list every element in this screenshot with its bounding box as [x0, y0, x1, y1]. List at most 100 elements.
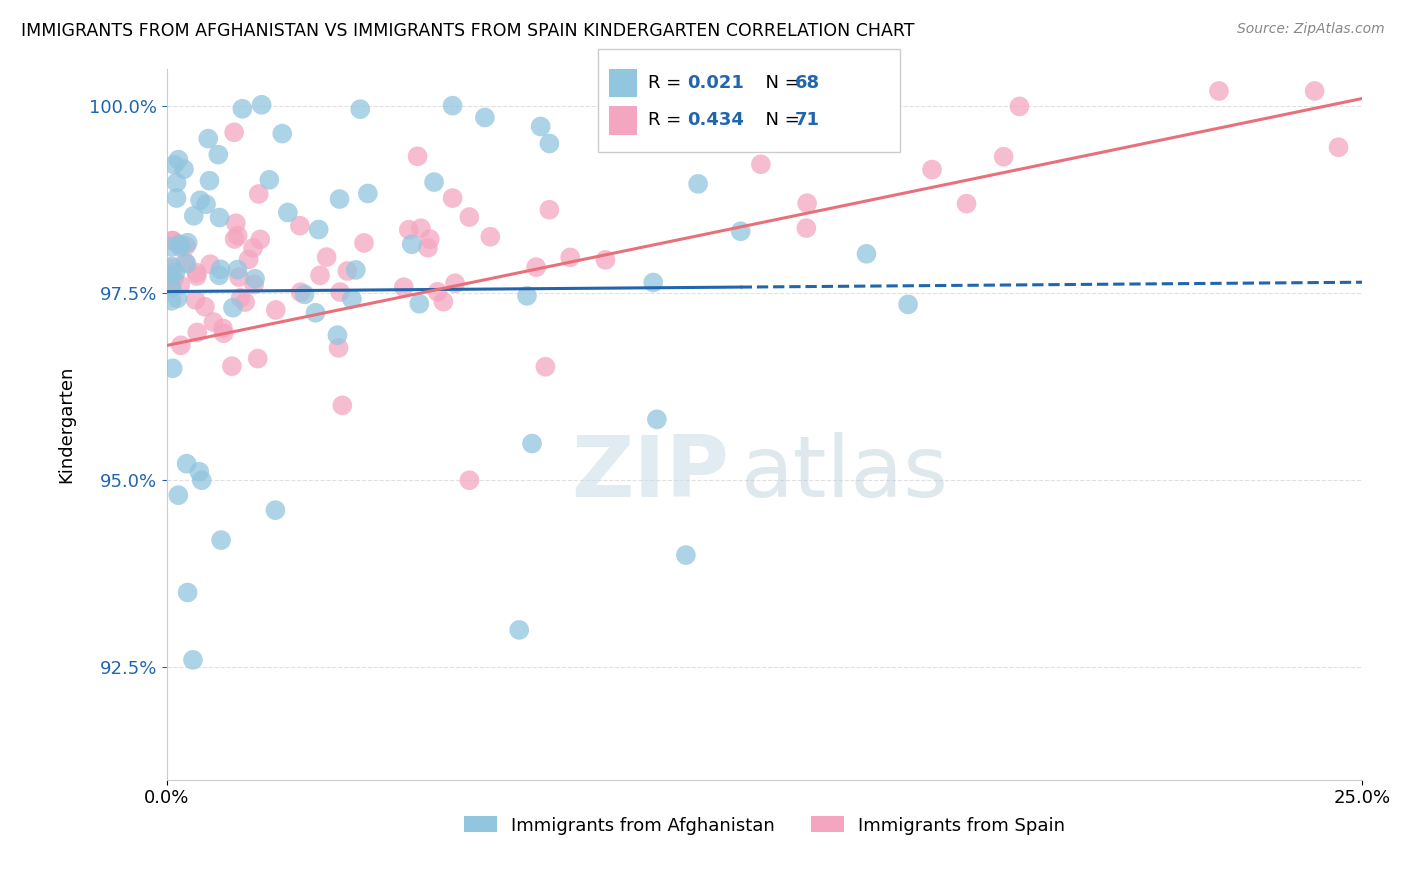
- Point: [167, 488, 190, 502]
- Point: [222, 301, 245, 315]
- Point: [749, 157, 772, 171]
- Point: [160, 259, 183, 273]
- Point: [349, 102, 371, 116]
- Point: [226, 262, 249, 277]
- Text: Source: ZipAtlas.com: Source: ZipAtlas.com: [1237, 22, 1385, 37]
- Point: [212, 326, 235, 341]
- Text: ZIP: ZIP: [571, 433, 728, 516]
- Point: [1327, 140, 1350, 154]
- Text: N =: N =: [754, 74, 806, 92]
- Point: [534, 359, 557, 374]
- Point: [195, 197, 218, 211]
- Point: [675, 548, 697, 562]
- Point: [183, 209, 205, 223]
- Point: [290, 285, 312, 300]
- Point: [330, 398, 353, 412]
- Text: 71: 71: [794, 112, 820, 129]
- Point: [304, 306, 326, 320]
- Point: [163, 271, 186, 285]
- Point: [224, 232, 246, 246]
- Point: [645, 412, 668, 426]
- Point: [176, 585, 198, 599]
- Point: [315, 250, 337, 264]
- Point: [1208, 84, 1230, 98]
- Point: [249, 232, 271, 246]
- Point: [401, 237, 423, 252]
- Point: [165, 265, 187, 279]
- Point: [277, 205, 299, 219]
- Point: [198, 174, 221, 188]
- Point: [426, 285, 449, 299]
- Point: [181, 653, 204, 667]
- Point: [212, 321, 235, 335]
- Point: [160, 240, 183, 254]
- Point: [186, 268, 208, 283]
- Point: [530, 120, 553, 134]
- Point: [406, 149, 429, 163]
- Point: [221, 359, 243, 374]
- Point: [409, 221, 432, 235]
- Point: [560, 250, 582, 264]
- Point: [308, 222, 330, 236]
- Text: R =: R =: [648, 112, 688, 129]
- Point: [243, 272, 266, 286]
- Point: [1303, 84, 1326, 98]
- Point: [458, 473, 481, 487]
- Point: [246, 351, 269, 366]
- Point: [524, 260, 547, 275]
- Text: 68: 68: [794, 74, 820, 92]
- Point: [264, 503, 287, 517]
- Point: [228, 270, 250, 285]
- Point: [392, 280, 415, 294]
- Point: [294, 287, 316, 301]
- Point: [160, 234, 183, 248]
- Point: [264, 302, 287, 317]
- Point: [173, 162, 195, 177]
- Point: [288, 219, 311, 233]
- Point: [326, 328, 349, 343]
- Point: [474, 111, 496, 125]
- Point: [160, 278, 183, 293]
- Point: [233, 295, 256, 310]
- Point: [174, 255, 197, 269]
- Point: [419, 232, 441, 246]
- Point: [955, 196, 977, 211]
- Point: [432, 294, 454, 309]
- Point: [176, 235, 198, 250]
- Point: [242, 241, 264, 255]
- Point: [855, 247, 877, 261]
- Point: [162, 361, 184, 376]
- Point: [169, 240, 191, 254]
- Point: [159, 278, 181, 293]
- Point: [225, 216, 247, 230]
- Point: [328, 341, 350, 355]
- Point: [479, 229, 502, 244]
- Point: [174, 239, 197, 253]
- Point: [160, 261, 183, 276]
- Point: [209, 533, 232, 547]
- Point: [328, 192, 350, 206]
- Point: [423, 175, 446, 189]
- Point: [416, 241, 439, 255]
- Text: N =: N =: [754, 112, 806, 129]
- Point: [794, 221, 817, 235]
- Point: [340, 292, 363, 306]
- Point: [1008, 99, 1031, 113]
- Text: atlas: atlas: [741, 433, 949, 516]
- Point: [188, 465, 211, 479]
- Point: [357, 186, 380, 201]
- Point: [163, 158, 186, 172]
- Point: [166, 176, 188, 190]
- Point: [229, 291, 252, 305]
- Point: [444, 277, 467, 291]
- Point: [226, 228, 249, 243]
- Point: [796, 196, 818, 211]
- Point: [309, 268, 332, 283]
- Point: [344, 263, 367, 277]
- Point: [730, 224, 752, 238]
- Point: [329, 285, 352, 299]
- Point: [160, 268, 183, 283]
- Point: [336, 264, 359, 278]
- Point: [200, 257, 222, 271]
- Point: [538, 136, 561, 151]
